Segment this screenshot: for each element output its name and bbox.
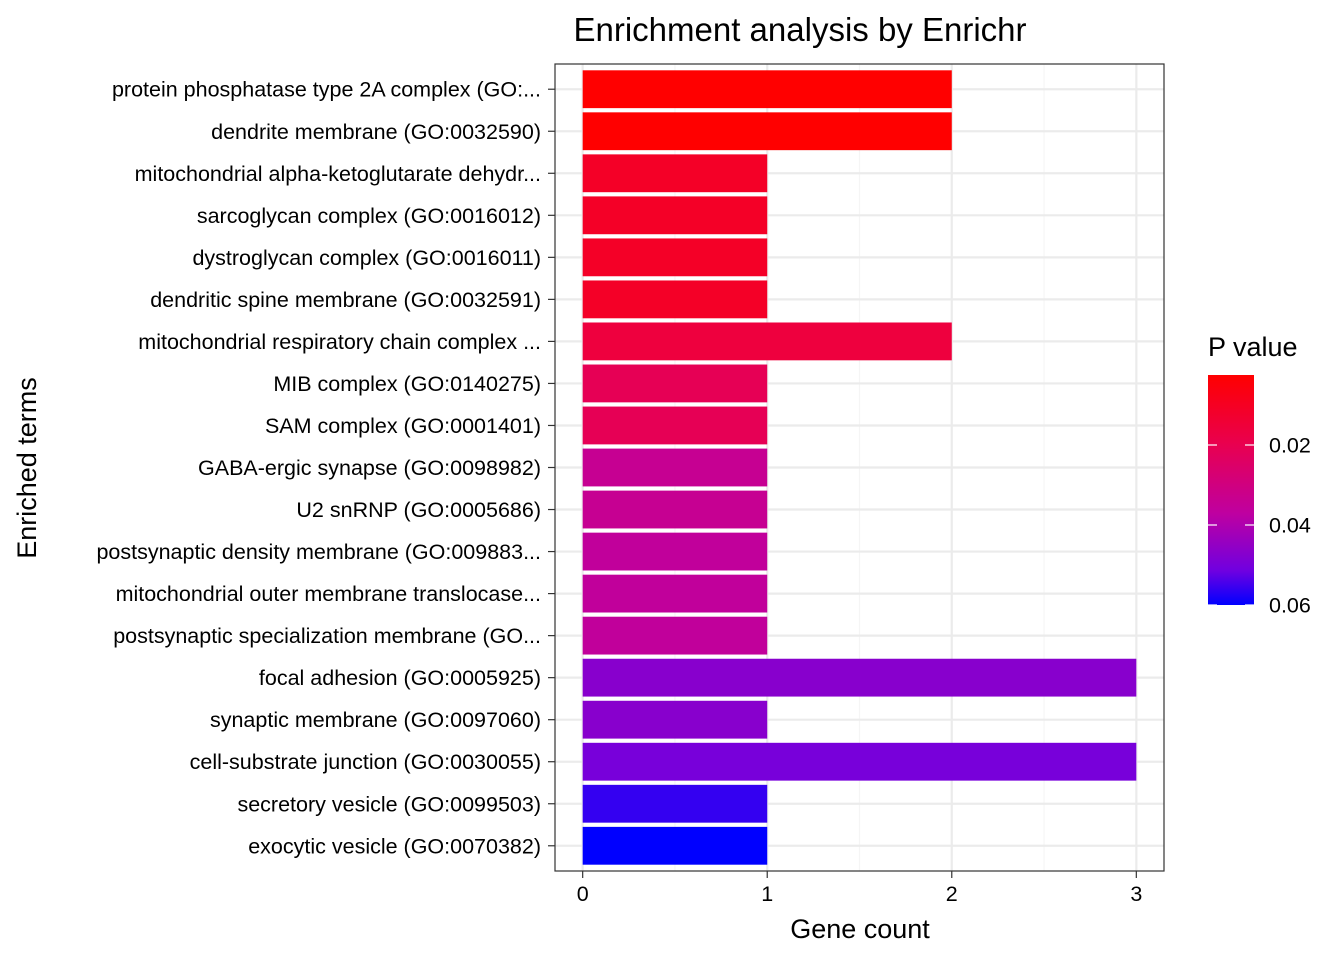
y-tick-label: mitochondrial alpha-ketoglutarate dehydr… [135, 162, 541, 186]
bar [582, 322, 952, 361]
y-tick-label: secretory vesicle (GO:0099503) [237, 792, 541, 816]
y-tick-label: dendrite membrane (GO:0032590) [211, 120, 541, 144]
legend: P value 0.02 0.04 0.06 [1208, 332, 1311, 618]
y-tick-label: cell-substrate junction (GO:0030055) [190, 750, 541, 774]
legend-tick-label: 0.04 [1269, 514, 1311, 538]
legend-title: P value [1208, 332, 1298, 362]
bar [582, 700, 768, 739]
bar [582, 574, 768, 613]
y-tick-label: sarcoglycan complex (GO:0016012) [197, 204, 541, 228]
legend-ticks: 0.02 0.04 0.06 [1208, 434, 1311, 618]
bar [582, 784, 768, 823]
y-tick-label: synaptic membrane (GO:0097060) [210, 708, 541, 732]
bar [582, 70, 952, 109]
y-tick-label: dystroglycan complex (GO:0016011) [192, 246, 541, 270]
y-axis: protein phosphatase type 2A complex (GO:… [96, 78, 555, 858]
y-tick-label: protein phosphatase type 2A complex (GO:… [112, 78, 541, 102]
y-tick-label: postsynaptic density membrane (GO:009883… [96, 540, 541, 564]
y-tick-label: mitochondrial outer membrane translocase… [116, 582, 541, 606]
x-tick-label: 1 [761, 882, 773, 906]
bar [582, 196, 768, 235]
y-axis-title: Enriched terms [12, 377, 42, 559]
bar [582, 406, 768, 445]
bar [582, 826, 768, 865]
chart-title: Enrichment analysis by Enrichr [573, 11, 1026, 48]
x-axis: 0 1 2 3 [577, 871, 1142, 906]
bar [582, 532, 768, 571]
bar [582, 364, 768, 403]
y-tick-label: postsynaptic specialization membrane (GO… [113, 624, 541, 648]
x-tick-label: 2 [946, 882, 958, 906]
bar [582, 238, 768, 277]
legend-tick-label: 0.06 [1269, 594, 1311, 618]
bar [582, 112, 952, 151]
y-tick-label: dendritic spine membrane (GO:0032591) [150, 288, 541, 312]
x-axis-title: Gene count [790, 914, 930, 944]
y-tick-label: mitochondrial respiratory chain complex … [138, 330, 541, 354]
bar [582, 490, 768, 529]
plot-panel [554, 63, 1165, 872]
y-tick-label: U2 snRNP (GO:0005686) [296, 498, 541, 522]
x-tick-label: 0 [577, 882, 589, 906]
bars [582, 70, 1137, 865]
y-tick-label: SAM complex (GO:0001401) [265, 414, 541, 438]
bar [582, 658, 1137, 697]
y-tick-label: exocytic vesicle (GO:0070382) [248, 834, 541, 858]
y-tick-label: MIB complex (GO:0140275) [273, 372, 541, 396]
bar [582, 448, 768, 487]
y-tick-label: GABA-ergic synapse (GO:0098982) [198, 456, 541, 480]
y-tick-label: focal adhesion (GO:0005925) [259, 666, 541, 690]
bar [582, 280, 768, 319]
legend-tick-label: 0.02 [1269, 434, 1311, 458]
bar [582, 742, 1137, 781]
x-tick-label: 3 [1130, 882, 1142, 906]
legend-colorbar [1208, 375, 1254, 605]
bar [582, 616, 768, 655]
bar [582, 154, 768, 193]
